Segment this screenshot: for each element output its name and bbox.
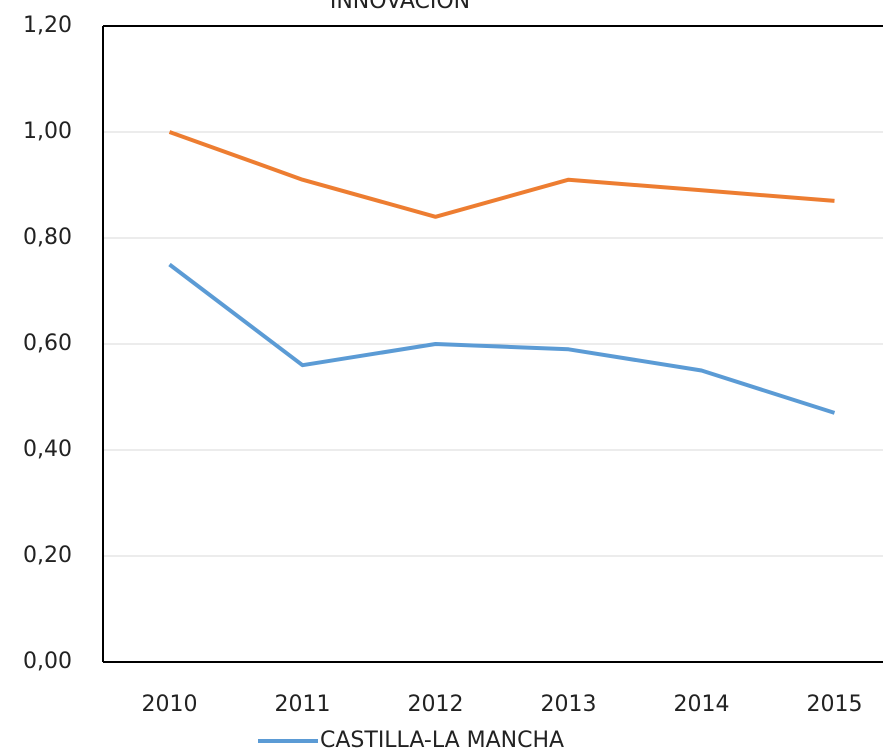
x-tick-label: 2013 bbox=[541, 692, 597, 717]
x-tick-label: 2011 bbox=[275, 692, 331, 717]
legend-label: CASTILLA-LA MANCHA bbox=[320, 728, 564, 752]
y-tick-label: 1,20 bbox=[23, 13, 72, 38]
y-tick-label: 0,80 bbox=[23, 225, 72, 250]
y-tick-label: 1,00 bbox=[23, 119, 72, 144]
y-tick-label: 0,00 bbox=[23, 649, 72, 674]
y-tick-label: 0,60 bbox=[23, 331, 72, 356]
line-series bbox=[168, 130, 835, 219]
line-series bbox=[168, 262, 836, 415]
y-tick-label: 0,40 bbox=[23, 437, 72, 462]
x-tick-label: 2010 bbox=[142, 692, 198, 717]
x-tick-label: 2012 bbox=[408, 692, 464, 717]
chart-title: INNOVACIÓN bbox=[330, 0, 470, 14]
x-tick-label: 2014 bbox=[674, 692, 730, 717]
y-tick-label: 0,20 bbox=[23, 543, 72, 568]
x-tick-label: 2015 bbox=[807, 692, 863, 717]
